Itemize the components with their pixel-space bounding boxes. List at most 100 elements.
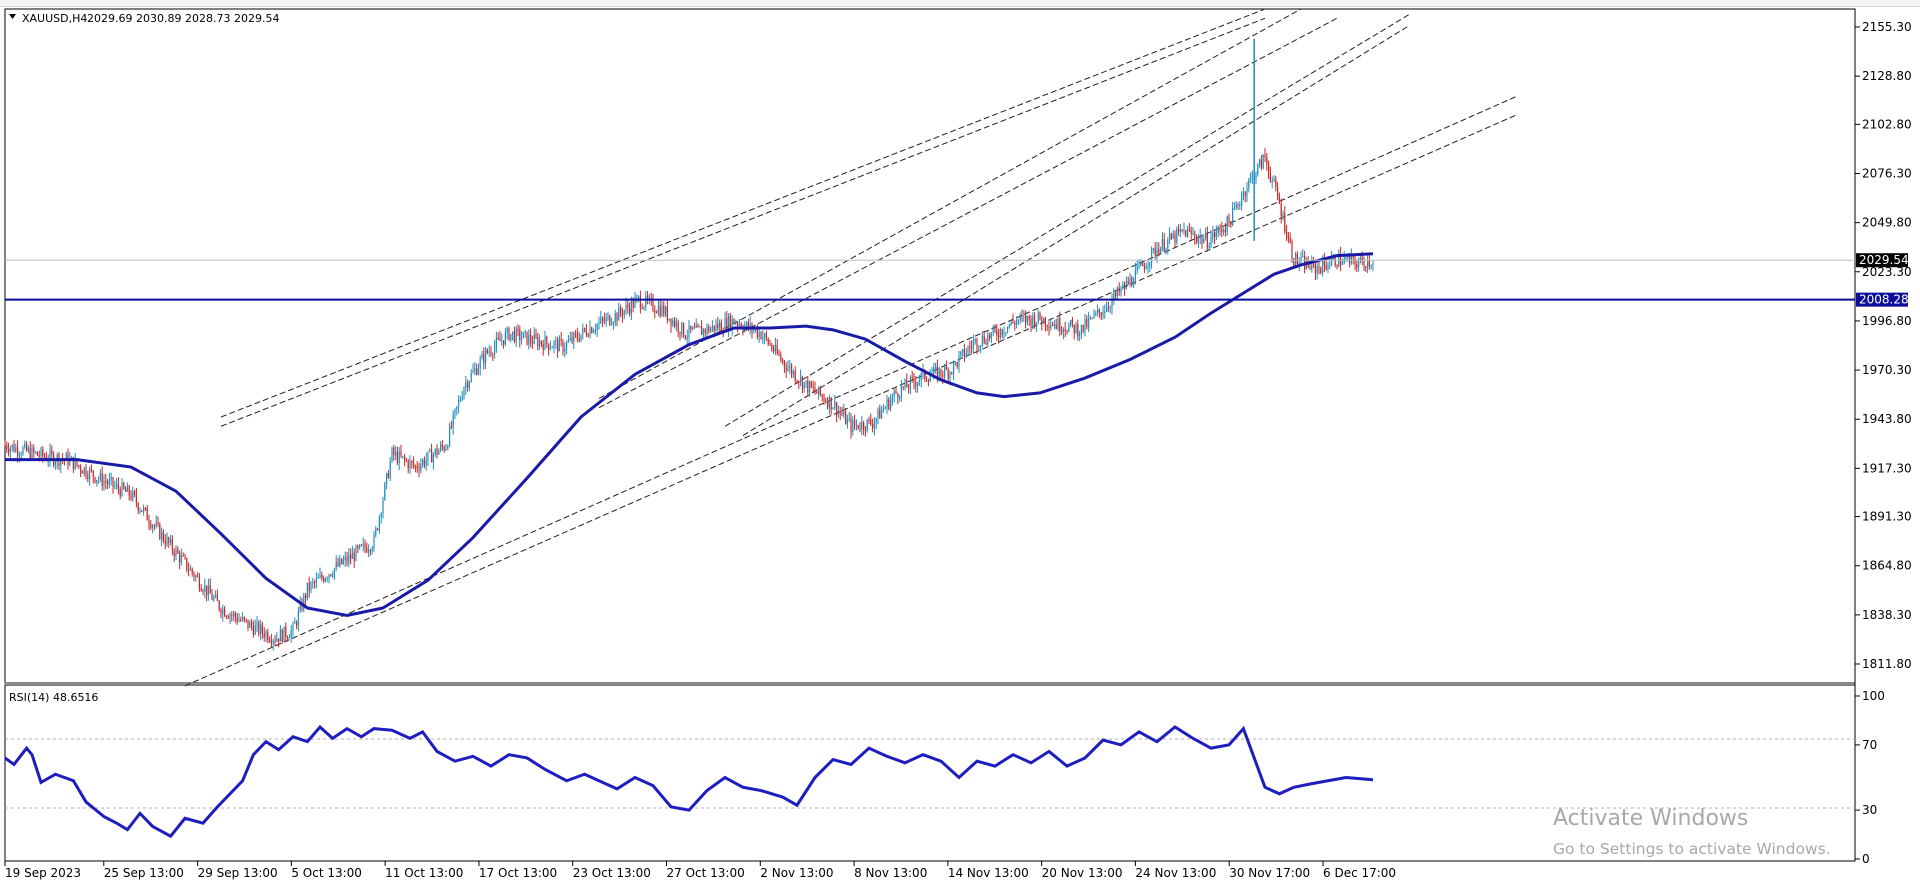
candle-body[interactable]: [1367, 260, 1369, 269]
candle-body[interactable]: [108, 479, 110, 485]
candle-body[interactable]: [521, 338, 523, 341]
candle-body[interactable]: [1102, 312, 1104, 316]
candle-body[interactable]: [272, 640, 274, 644]
candle-body[interactable]: [270, 641, 272, 644]
candle-body[interactable]: [785, 366, 787, 371]
candle-body[interactable]: [240, 619, 242, 621]
candle-body[interactable]: [1160, 247, 1162, 254]
candle-body[interactable]: [1266, 157, 1268, 164]
candle-body[interactable]: [233, 613, 235, 616]
candle-body[interactable]: [1203, 239, 1205, 243]
candle-body[interactable]: [137, 503, 139, 511]
candle-body[interactable]: [461, 397, 463, 400]
candle-body[interactable]: [917, 382, 919, 387]
candle-body[interactable]: [416, 466, 418, 469]
candle-body[interactable]: [1221, 228, 1223, 232]
candle-body[interactable]: [1048, 326, 1050, 329]
candle-body[interactable]: [677, 322, 679, 332]
candle-body[interactable]: [933, 367, 935, 374]
candle-body[interactable]: [918, 380, 920, 383]
candle-body[interactable]: [661, 305, 663, 316]
candle-body[interactable]: [236, 617, 238, 622]
candle-body[interactable]: [468, 381, 470, 388]
candle-body[interactable]: [378, 516, 380, 530]
candle-body[interactable]: [747, 322, 749, 329]
candle-body[interactable]: [1093, 313, 1095, 319]
candle-body[interactable]: [1331, 258, 1333, 265]
candle-body[interactable]: [911, 377, 913, 379]
candle-body[interactable]: [288, 637, 290, 639]
candle-body[interactable]: [924, 369, 926, 380]
candle-body[interactable]: [1347, 256, 1349, 258]
candle-body[interactable]: [1068, 325, 1070, 332]
candle-body[interactable]: [864, 429, 866, 431]
candle-body[interactable]: [432, 454, 434, 463]
candle-body[interactable]: [303, 595, 305, 610]
candle-body[interactable]: [191, 568, 193, 573]
candle-body[interactable]: [690, 325, 692, 330]
candle-body[interactable]: [1246, 188, 1248, 196]
candle-body[interactable]: [1073, 324, 1075, 334]
candle-body[interactable]: [1109, 307, 1111, 309]
candle-body[interactable]: [764, 333, 766, 338]
candle-body[interactable]: [260, 624, 262, 634]
candle-body[interactable]: [1052, 325, 1054, 327]
candle-body[interactable]: [1071, 320, 1073, 325]
candle-body[interactable]: [1008, 324, 1010, 327]
candle-body[interactable]: [1170, 233, 1172, 239]
candle-body[interactable]: [92, 470, 94, 477]
candle-body[interactable]: [1183, 229, 1185, 231]
candle-body[interactable]: [632, 300, 634, 308]
candle-body[interactable]: [391, 447, 393, 462]
candle-body[interactable]: [769, 344, 771, 346]
candle-body[interactable]: [1208, 245, 1210, 249]
candle-body[interactable]: [1300, 256, 1302, 263]
trendline[interactable]: [724, 14, 1410, 427]
candle-body[interactable]: [294, 622, 296, 624]
candle-body[interactable]: [121, 482, 123, 496]
candle-body[interactable]: [731, 318, 733, 330]
candle-body[interactable]: [1345, 257, 1347, 259]
candle-body[interactable]: [225, 616, 227, 618]
candle-body[interactable]: [1181, 229, 1183, 231]
candle-body[interactable]: [1212, 231, 1214, 238]
candle-body[interactable]: [549, 347, 551, 350]
candle-body[interactable]: [1134, 270, 1136, 285]
candle-body[interactable]: [629, 307, 631, 314]
candle-body[interactable]: [83, 467, 85, 474]
candle-body[interactable]: [713, 325, 715, 331]
candle-body[interactable]: [1005, 332, 1007, 334]
candle-body[interactable]: [218, 600, 220, 610]
candle-body[interactable]: [146, 507, 148, 521]
candle-body[interactable]: [773, 349, 775, 352]
candle-body[interactable]: [328, 574, 330, 579]
candle-body[interactable]: [1084, 319, 1086, 332]
candle-body[interactable]: [616, 313, 618, 321]
candle-body[interactable]: [1082, 324, 1084, 332]
candle-body[interactable]: [71, 456, 73, 459]
candle-body[interactable]: [1259, 159, 1261, 165]
candle-body[interactable]: [141, 510, 143, 512]
candle-body[interactable]: [1352, 255, 1354, 258]
candle-body[interactable]: [1127, 281, 1129, 285]
candle-body[interactable]: [1286, 231, 1288, 238]
candle-body[interactable]: [963, 349, 965, 357]
candle-body[interactable]: [1190, 230, 1192, 234]
trendline[interactable]: [598, 8, 1302, 399]
candle-body[interactable]: [875, 418, 877, 423]
trendline[interactable]: [184, 95, 1518, 687]
candle-body[interactable]: [1026, 315, 1028, 323]
candle-body[interactable]: [666, 306, 668, 321]
candle-body[interactable]: [429, 449, 431, 452]
candle-body[interactable]: [625, 304, 627, 311]
candle-body[interactable]: [162, 531, 164, 541]
candle-body[interactable]: [157, 522, 159, 524]
candle-body[interactable]: [855, 424, 857, 426]
candle-body[interactable]: [584, 328, 586, 331]
candle-body[interactable]: [427, 451, 429, 460]
candle-body[interactable]: [1089, 317, 1091, 319]
candle-body[interactable]: [276, 638, 278, 642]
candle-body[interactable]: [771, 344, 773, 350]
candle-body[interactable]: [402, 456, 404, 458]
candle-body[interactable]: [1322, 258, 1324, 273]
